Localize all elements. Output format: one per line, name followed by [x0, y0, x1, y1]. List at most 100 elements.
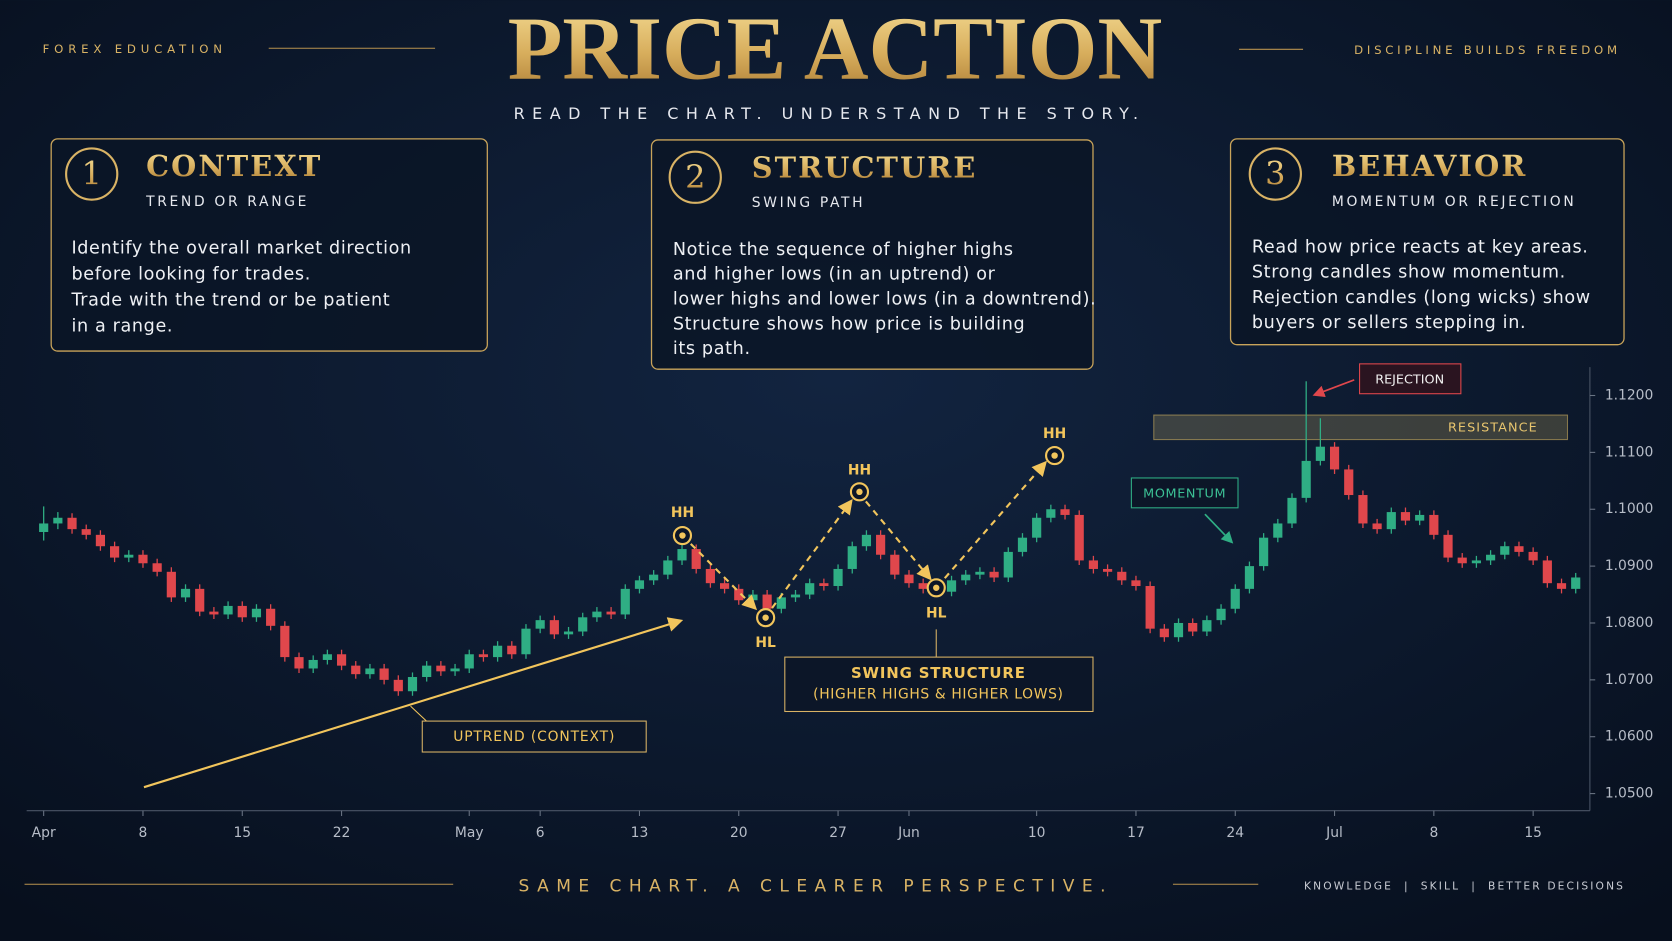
candle-body: [691, 549, 701, 569]
candle-body: [1060, 509, 1070, 515]
candle-body: [535, 620, 545, 629]
candle-body: [904, 574, 914, 584]
candle-body: [1500, 546, 1510, 555]
card-number: 1: [82, 155, 102, 193]
candle-body: [67, 517, 77, 530]
pivot-dot: [762, 614, 769, 621]
momentum-arrow: [1204, 513, 1234, 544]
candle-body: [918, 583, 928, 589]
candle-body: [152, 563, 162, 572]
connector: [410, 705, 427, 722]
right-tag: DISCIPLINE BUILDS FREEDOM: [1354, 43, 1621, 57]
card-body-line: Notice the sequence of higher highs: [673, 240, 1014, 260]
candle-body: [1159, 628, 1169, 638]
swing-label: SWING STRUCTURE: [851, 664, 1026, 682]
candle-body: [464, 654, 474, 669]
candle-body: [1003, 551, 1013, 578]
y-tick-label: 1.1000: [1605, 501, 1654, 517]
candle-body: [365, 668, 375, 675]
card-body-line: Read how price reacts at key areas.: [1252, 238, 1589, 258]
pivot-label: HL: [926, 605, 947, 621]
candle-body: [946, 580, 957, 592]
candle-body: [209, 611, 219, 615]
momentum-label: MOMENTUM: [1143, 486, 1226, 501]
candle-body: [436, 665, 446, 672]
card-body-line: and higher lows (in an uptrend) or: [673, 265, 996, 285]
candle-body: [663, 560, 673, 575]
main-title: PRICE ACTION: [508, 0, 1162, 98]
candle-body: [1514, 546, 1524, 552]
x-tick-label: Apr: [32, 825, 56, 841]
candle-body: [322, 654, 332, 660]
candle-body: [1372, 523, 1382, 530]
candle-body: [1528, 551, 1538, 561]
candle-body: [95, 534, 105, 547]
card-badge: [1248, 147, 1302, 201]
candle-body: [1443, 534, 1453, 558]
swing-path: [943, 460, 1047, 579]
subtitle: READ THE CHART. UNDERSTAND THE STORY.: [514, 104, 1146, 123]
x-tick-label: 22: [333, 825, 351, 841]
candle-body: [379, 668, 389, 680]
candle-body: [1088, 560, 1098, 569]
x-tick-label: 8: [139, 825, 148, 841]
card: [650, 139, 1094, 370]
candle-body: [677, 549, 687, 561]
pivot-label: HL: [755, 635, 776, 651]
candle-body: [251, 608, 262, 618]
candle-body: [961, 574, 971, 581]
footer-tagline: SAME CHART. A CLEARER PERSPECTIVE.: [519, 876, 1113, 896]
candle-body: [195, 588, 205, 612]
pivot-label: HH: [848, 463, 871, 479]
rejection-label: REJECTION: [1375, 372, 1444, 387]
candle-body: [805, 583, 815, 595]
candle-body: [705, 568, 715, 584]
candle-body: [1571, 577, 1581, 589]
candle-body: [1273, 523, 1283, 538]
candle-body: [1301, 460, 1311, 498]
candle-body: [138, 554, 148, 564]
y-tick-label: 1.0900: [1605, 558, 1654, 574]
uptrend-line: [143, 617, 684, 789]
candle-body: [1017, 537, 1028, 552]
candle-body: [649, 574, 659, 581]
candle-body: [1358, 495, 1368, 524]
candle-body: [989, 571, 999, 578]
card: [1229, 138, 1625, 346]
candle-body: [719, 583, 730, 589]
candle-body: [847, 546, 857, 569]
candle-body: [1145, 586, 1155, 629]
x-tick-label: May: [455, 825, 484, 841]
swing-path: [681, 534, 758, 611]
chart: 1.0500 1.0600 1.0700 1.0800 1.0900 1.1000 1.11…: [26, 367, 1654, 841]
pivot-dot: [856, 488, 863, 496]
candle-body: [1230, 588, 1240, 609]
card-badge: [65, 147, 119, 201]
card-body-line: Identify the overall market direction: [71, 239, 411, 259]
pivot-label: HH: [1043, 426, 1066, 442]
candle-body: [1542, 560, 1552, 584]
rejection-arrow: [1312, 379, 1355, 397]
candle-body: [1032, 517, 1042, 538]
card-body-line: buyers or sellers stepping in.: [1252, 313, 1526, 333]
card-title: STRUCTURE: [752, 150, 978, 184]
candle-body: [39, 523, 49, 532]
candle-body: [634, 580, 645, 589]
candle-body: [351, 665, 361, 675]
candle-body: [592, 611, 602, 618]
y-tick-label: 1.1100: [1605, 444, 1654, 460]
candle-body: [1556, 583, 1567, 589]
y-tick-label: 1.1200: [1605, 388, 1654, 404]
y-tick-label: 1.0500: [1605, 786, 1654, 802]
card-badge: [668, 150, 722, 204]
candle-body: [507, 645, 517, 655]
candle-body: [407, 677, 418, 692]
candle-body: [1486, 554, 1496, 561]
candle-body: [1400, 512, 1411, 521]
x-tick-label: 15: [1524, 825, 1542, 841]
pivot-label: HH: [671, 505, 694, 521]
candle-body: [819, 583, 829, 587]
x-tick-label: Jul: [1325, 825, 1343, 841]
card-title: CONTEXT: [146, 149, 322, 183]
resistance-zone: [1153, 414, 1569, 441]
